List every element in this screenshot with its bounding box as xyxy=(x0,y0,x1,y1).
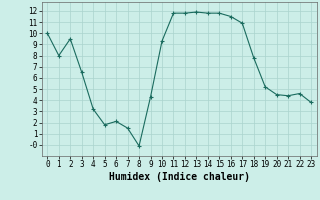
X-axis label: Humidex (Indice chaleur): Humidex (Indice chaleur) xyxy=(109,172,250,182)
